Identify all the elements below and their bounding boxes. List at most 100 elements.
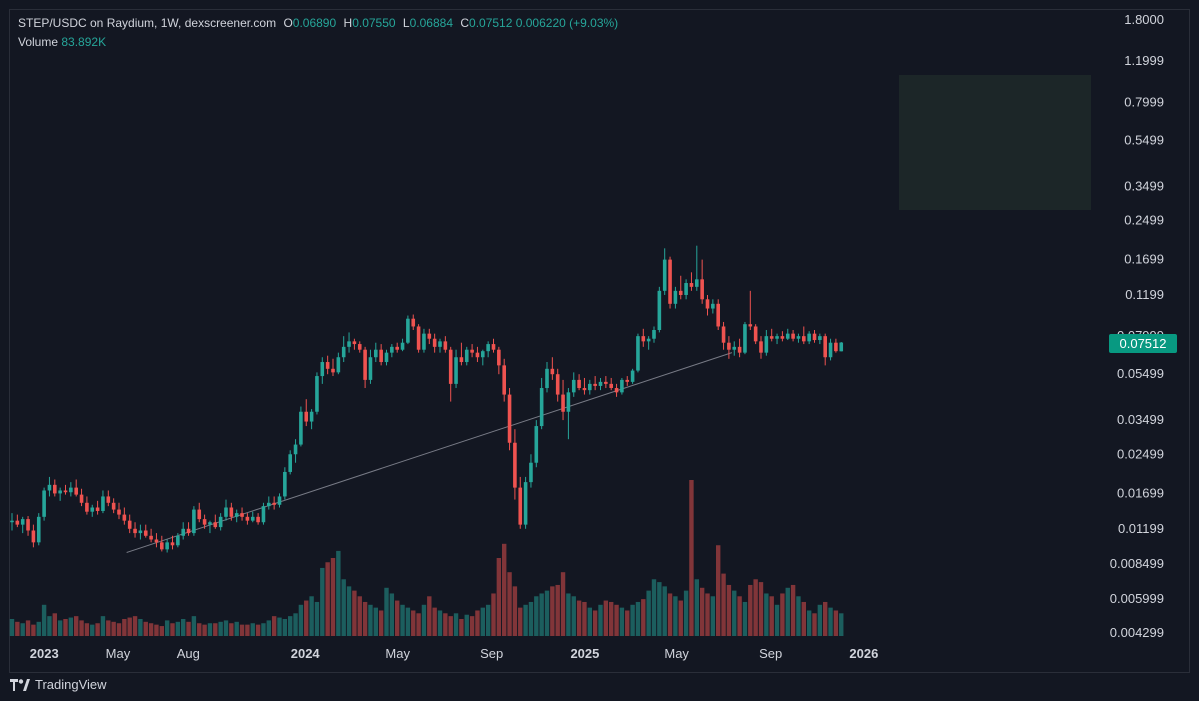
volume-bar	[143, 621, 148, 636]
candle-body	[732, 346, 737, 350]
volume-bar	[635, 601, 641, 636]
candle-body	[79, 494, 84, 503]
candle	[384, 349, 389, 366]
volume-bar	[261, 623, 266, 636]
candle	[47, 476, 52, 497]
candle-body	[90, 507, 95, 512]
volume-bar	[36, 621, 41, 636]
candle-body	[186, 528, 191, 534]
volume-bar	[662, 586, 667, 636]
price-axis[interactable]: 1.8000 1.1999 0.7999 0.5499 0.3499 0.2499 0.16…	[1110, 12, 1164, 640]
candle	[31, 524, 36, 548]
volume-bar	[181, 618, 186, 636]
candle-body	[555, 374, 560, 395]
volume-bar	[667, 593, 673, 636]
volume-bar	[218, 621, 223, 636]
candle-body	[304, 411, 309, 422]
candle-body	[593, 383, 597, 386]
candle	[69, 482, 73, 497]
volume-bar	[502, 543, 507, 636]
price-tick-label: 0.05499	[1117, 366, 1164, 381]
candle-body	[283, 471, 287, 497]
candle	[588, 379, 592, 395]
candle	[154, 533, 159, 548]
candle-body	[229, 507, 234, 517]
volume-bar	[625, 610, 630, 636]
candle	[732, 341, 737, 356]
time-tick-label: Sep	[480, 646, 503, 661]
volume-bar	[197, 623, 202, 636]
volume-bar	[721, 573, 726, 636]
candle	[716, 299, 720, 330]
time-axis[interactable]: 2023 May Aug 2024 May Sep 2025 May Sep 2026	[30, 646, 879, 661]
candle-body	[74, 487, 78, 495]
price-tick-label: 0.1699	[1124, 252, 1164, 267]
candle	[106, 490, 111, 507]
candle	[176, 533, 180, 548]
volume-bar	[785, 587, 790, 636]
candle	[304, 399, 309, 427]
volume-bar	[416, 613, 421, 636]
candle-body	[459, 357, 464, 363]
volume-bar	[528, 601, 534, 636]
candle	[58, 487, 62, 501]
time-tick-label: 2025	[570, 646, 599, 661]
volume-bar	[443, 613, 448, 636]
candle	[753, 324, 758, 345]
candle-body	[20, 519, 25, 525]
candle	[818, 333, 822, 345]
candle	[79, 488, 84, 507]
candle-body	[684, 283, 688, 295]
trendline[interactable]	[126, 352, 733, 553]
candle-body	[122, 514, 127, 521]
close-label: C	[460, 16, 470, 30]
volume-bar	[539, 593, 544, 636]
candle-body	[192, 509, 196, 534]
candle	[245, 513, 250, 525]
volume-bar	[164, 620, 170, 636]
tradingview-logo[interactable]: TradingView	[10, 677, 107, 692]
volume-bar	[673, 596, 678, 636]
candle	[614, 383, 619, 397]
candle	[695, 245, 699, 291]
candle-body	[352, 341, 357, 345]
volume-bar	[116, 623, 122, 636]
price-tick-label: 0.7999	[1124, 94, 1164, 109]
candle-body	[785, 333, 790, 339]
price-tick-label: 0.3499	[1124, 178, 1164, 193]
candle-body	[240, 513, 244, 517]
candle	[673, 286, 678, 309]
candle	[422, 328, 426, 353]
volume-bar	[389, 593, 395, 636]
volume-bar	[159, 626, 164, 636]
volume-bar	[223, 620, 229, 636]
candle-body	[395, 346, 399, 350]
last-price-tag: 0.07512	[1109, 334, 1177, 353]
ohlc-row: STEP/USDC on Raydium, 1W, dexscreener.co…	[18, 14, 618, 33]
candle	[555, 368, 560, 402]
candle	[347, 332, 351, 353]
price-tick-label: 0.1199	[1125, 287, 1164, 302]
candle-body	[823, 336, 827, 358]
candle	[834, 338, 838, 353]
candle-body	[769, 336, 774, 339]
candle	[652, 326, 656, 343]
candle-body	[588, 383, 592, 391]
candle-body	[764, 336, 769, 353]
candle	[363, 346, 367, 389]
volume-bar	[282, 618, 288, 636]
low-label: L	[402, 16, 410, 30]
candle-body	[336, 357, 341, 373]
candle-body	[368, 357, 373, 380]
volume-bar	[79, 620, 84, 636]
candle-body	[668, 259, 672, 304]
candle-body	[486, 344, 490, 352]
volume-bar	[609, 601, 614, 636]
volume-bar	[571, 596, 576, 636]
candle	[689, 272, 694, 291]
candle	[775, 333, 779, 345]
candle	[250, 511, 255, 523]
candle-body	[309, 411, 314, 422]
volume-label: Volume	[18, 35, 59, 49]
